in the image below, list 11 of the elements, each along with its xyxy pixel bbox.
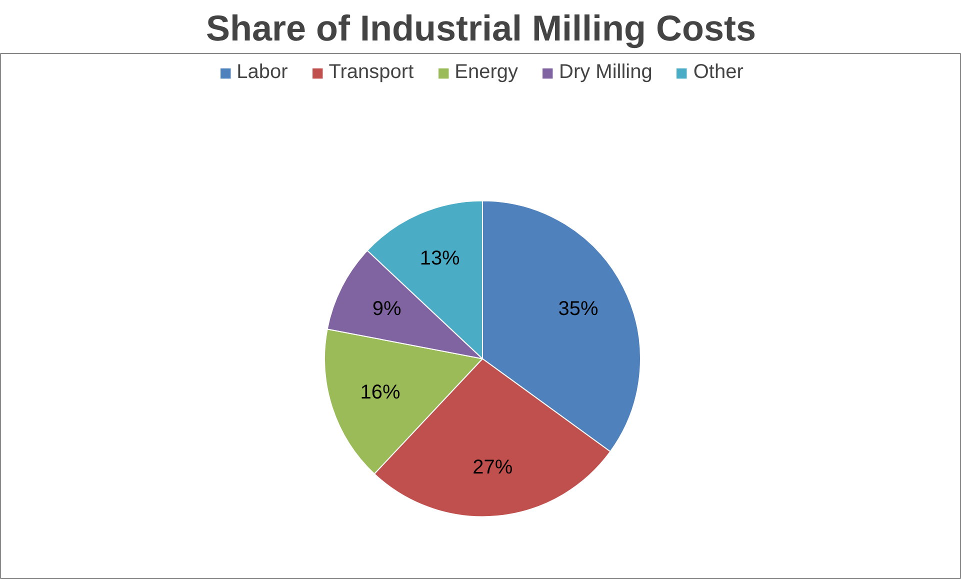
chart-title: Share of Industrial Milling Costs — [206, 8, 756, 48]
data-label: 16% — [360, 382, 401, 404]
data-label: 9% — [372, 298, 402, 320]
data-label: 27% — [472, 456, 513, 479]
legend-label: Transport — [328, 61, 414, 84]
data-label: 13% — [420, 247, 460, 270]
data-label: 35% — [558, 298, 598, 320]
legend-label: Dry Milling — [559, 61, 652, 84]
legend-label: Other — [693, 61, 744, 84]
legend-label: Labor — [236, 61, 288, 84]
legend-label: Energy — [454, 61, 518, 84]
